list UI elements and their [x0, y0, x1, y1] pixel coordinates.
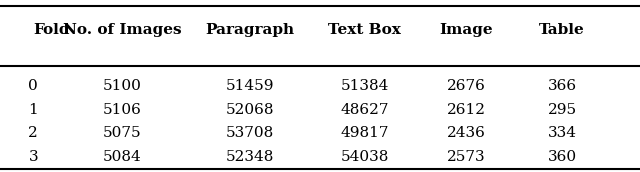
Text: 334: 334	[548, 126, 577, 140]
Text: Table: Table	[540, 23, 585, 37]
Text: Fold: Fold	[33, 23, 70, 37]
Text: 5084: 5084	[103, 150, 142, 164]
Text: 49817: 49817	[340, 126, 389, 140]
Text: Text Box: Text Box	[328, 23, 401, 37]
Text: 54038: 54038	[340, 150, 388, 164]
Text: 52068: 52068	[226, 103, 274, 117]
Text: 5106: 5106	[103, 103, 142, 117]
Text: 366: 366	[548, 79, 577, 93]
Text: 3: 3	[28, 150, 38, 164]
Text: 2: 2	[28, 126, 38, 140]
Text: 5075: 5075	[103, 126, 142, 140]
Text: 360: 360	[548, 150, 577, 164]
Text: 2436: 2436	[447, 126, 486, 140]
Text: 53708: 53708	[226, 126, 274, 140]
Text: Paragraph: Paragraph	[205, 23, 294, 37]
Text: 5100: 5100	[103, 79, 142, 93]
Text: 0: 0	[28, 79, 38, 93]
Text: Image: Image	[440, 23, 493, 37]
Text: 48627: 48627	[340, 103, 389, 117]
Text: 52348: 52348	[226, 150, 274, 164]
Text: 51384: 51384	[340, 79, 388, 93]
Text: No. of Images: No. of Images	[63, 23, 182, 37]
Text: 1: 1	[28, 103, 38, 117]
Text: 2612: 2612	[447, 103, 486, 117]
Text: 2573: 2573	[447, 150, 486, 164]
Text: 2676: 2676	[447, 79, 486, 93]
Text: 51459: 51459	[226, 79, 274, 93]
Text: 295: 295	[548, 103, 577, 117]
